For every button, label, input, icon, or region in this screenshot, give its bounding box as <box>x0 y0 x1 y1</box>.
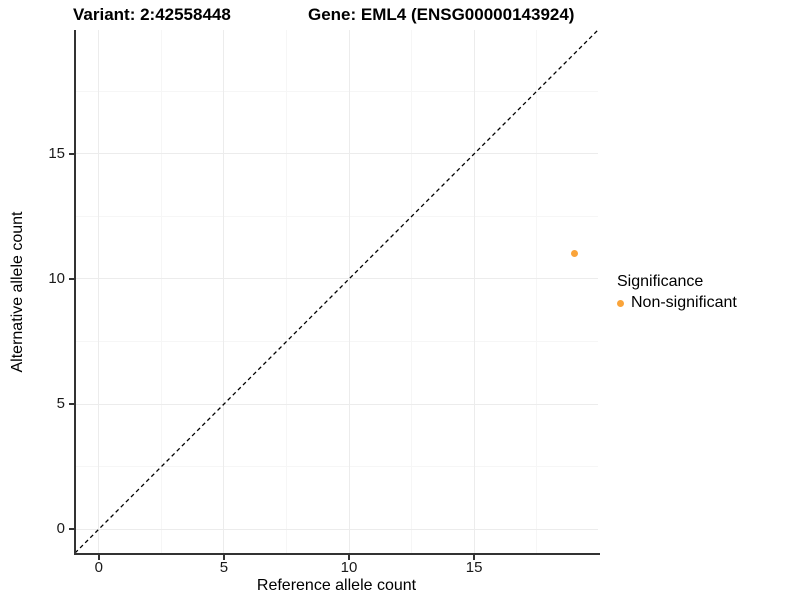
legend-title: Significance <box>617 273 704 290</box>
y-tick-label: 15 <box>48 144 65 162</box>
x-axis-tick <box>473 555 475 560</box>
major-gridline-horizontal <box>75 153 598 155</box>
major-gridline-horizontal <box>75 403 598 405</box>
major-gridline-vertical <box>348 30 350 553</box>
data-point <box>570 250 578 258</box>
x-tick-label: 10 <box>340 559 358 576</box>
major-gridline-vertical <box>223 30 225 553</box>
y-axis-tick <box>69 403 74 405</box>
x-tick-label: 0 <box>94 559 103 576</box>
x-axis-title: Reference allele count <box>256 577 417 594</box>
x-tick-label: 15 <box>465 559 483 576</box>
y-tick-label: 10 <box>48 269 65 287</box>
y-axis-tick <box>69 278 74 280</box>
y-axis-tick <box>69 153 74 155</box>
minor-gridline-vertical <box>536 30 538 553</box>
y-tick-label: 5 <box>56 395 65 413</box>
x-axis-tick <box>97 555 100 560</box>
minor-gridline-horizontal <box>75 341 598 343</box>
x-axis-tick <box>348 555 350 560</box>
y-axis-title: Alternative allele count <box>9 211 26 373</box>
legend-item-non-significant: Non-significant <box>617 294 737 312</box>
minor-gridline-vertical <box>285 30 287 553</box>
minor-gridline-vertical <box>160 30 162 553</box>
identity-line-dashed <box>75 30 598 553</box>
major-gridline-vertical <box>98 30 100 553</box>
minor-gridline-horizontal <box>75 466 598 468</box>
y-axis-line <box>73 30 76 555</box>
minor-gridline-vertical <box>411 30 413 553</box>
major-gridline-horizontal <box>75 528 598 530</box>
y-axis-tick <box>69 528 74 531</box>
x-axis-line <box>73 553 600 555</box>
x-axis-tick <box>223 555 225 560</box>
x-tick-label: 5 <box>219 559 229 576</box>
legend: Significance Non-significant <box>617 273 737 312</box>
minor-gridline-horizontal <box>75 215 598 217</box>
legend-item-label: Non-significant <box>631 294 737 311</box>
major-gridline-vertical <box>473 30 475 553</box>
plot-panel <box>75 30 598 553</box>
major-gridline-horizontal <box>75 278 598 280</box>
minor-gridline-horizontal <box>75 90 598 92</box>
legend-key-dot-icon <box>617 299 624 307</box>
y-tick-label: 0 <box>56 520 65 538</box>
plot-title-variant: Variant: 2:42558448 <box>73 5 231 24</box>
plot-title-gene: Gene: EML4 (ENSG00000143924) <box>308 5 575 24</box>
